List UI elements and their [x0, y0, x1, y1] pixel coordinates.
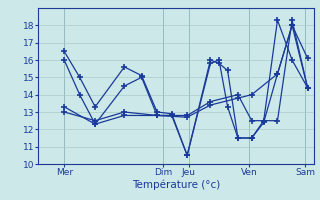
X-axis label: Température (°c): Température (°c) — [132, 180, 220, 190]
